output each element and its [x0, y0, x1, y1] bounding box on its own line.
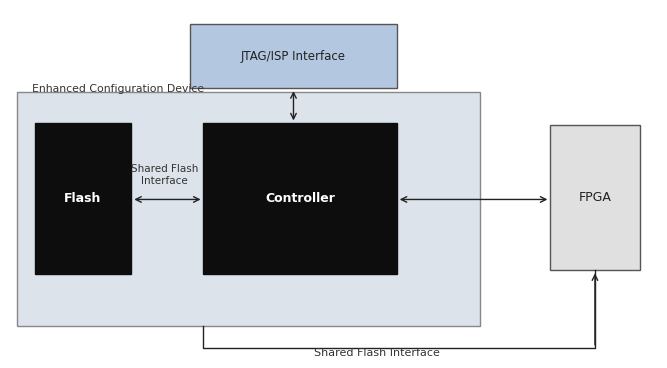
Text: Controller: Controller [265, 192, 335, 205]
Text: Enhanced Configuration Device: Enhanced Configuration Device [32, 84, 204, 94]
Text: Flash: Flash [64, 192, 102, 205]
Text: JTAG/ISP Interface: JTAG/ISP Interface [241, 50, 346, 63]
Text: Shared Flash
Interface: Shared Flash Interface [131, 164, 199, 185]
Text: FPGA: FPGA [579, 191, 612, 204]
Bar [35, 123, 131, 274]
Bar [550, 125, 640, 270]
Text: Shared Flash Interface: Shared Flash Interface [314, 348, 440, 358]
Bar [190, 24, 397, 88]
Bar [17, 92, 480, 326]
Bar [203, 123, 397, 274]
